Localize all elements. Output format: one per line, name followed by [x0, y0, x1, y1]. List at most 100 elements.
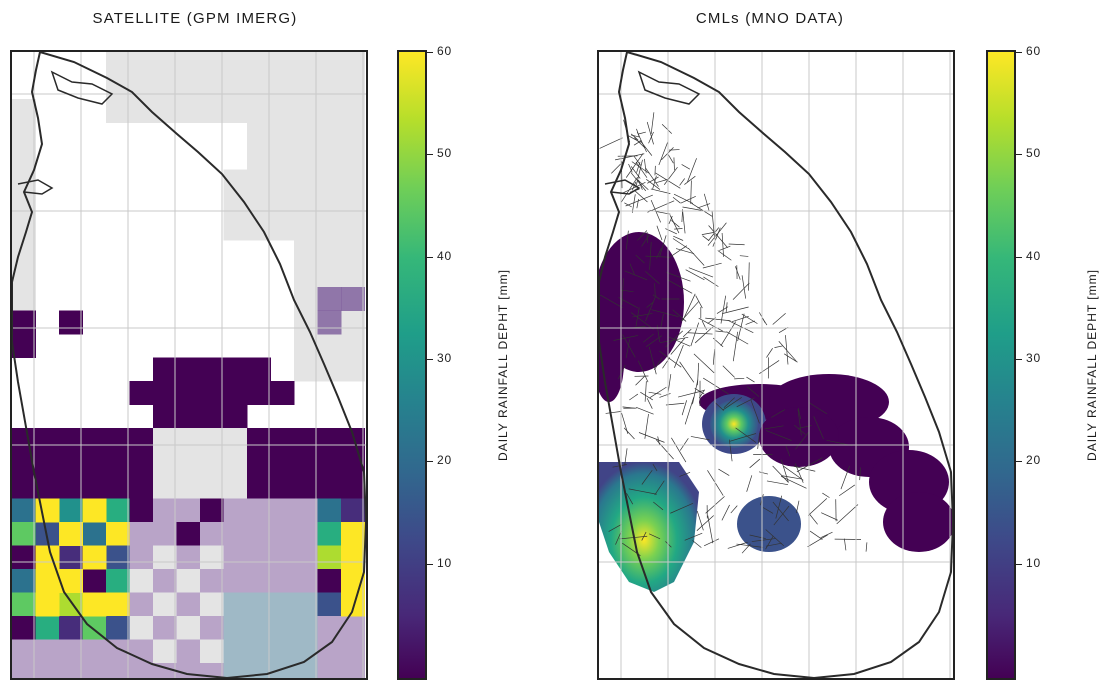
tick-mark [1016, 461, 1022, 463]
rainfall-cell [317, 240, 342, 264]
rainfall-cell [317, 193, 342, 217]
colorbar-tick: 40 [1016, 249, 1056, 263]
rainfall-cell [341, 52, 365, 76]
rainfall-cell [247, 122, 271, 147]
cml-link [732, 282, 750, 300]
rainfall-cell [317, 263, 342, 288]
cml-link [646, 398, 653, 409]
cml-link [635, 254, 645, 264]
rainfall-cell [106, 475, 130, 499]
cml-link [652, 294, 660, 300]
cml-link [661, 123, 672, 134]
cml-link [649, 241, 652, 270]
cml-link [671, 437, 687, 463]
cml-link [654, 480, 665, 496]
rainfall-cell [317, 216, 342, 241]
rainfall-cell [12, 545, 36, 570]
rainfall-cell [341, 334, 365, 358]
cml-link [712, 349, 715, 365]
rainfall-cell [153, 616, 177, 640]
cml-rain-hotspot [710, 400, 758, 448]
rainfall-cell [341, 616, 365, 640]
rainfall-cell [247, 75, 271, 100]
cml-link [836, 504, 859, 525]
rainfall-cell [223, 52, 248, 76]
rainfall-cell [341, 498, 365, 523]
cml-map-svg [599, 52, 953, 678]
cml-link [629, 263, 635, 275]
rainfall-cell [270, 52, 295, 76]
cml-link [644, 381, 647, 402]
cml-rainfall-map[interactable] [597, 50, 955, 680]
cml-link [766, 348, 773, 358]
cml-link [649, 386, 667, 398]
cml-link [685, 269, 705, 281]
cml-link [648, 391, 662, 395]
rainfall-cell [82, 545, 107, 570]
cml-link [765, 535, 774, 550]
rainfall-cell [294, 75, 318, 100]
cml-link [775, 495, 783, 519]
cml-link [618, 297, 639, 309]
rainfall-cell [317, 498, 342, 523]
mannar-spit [604, 179, 641, 195]
cml-link [672, 238, 689, 250]
rainfall-cell [153, 99, 177, 123]
rainfall-cell [59, 545, 83, 570]
rainfall-cell [317, 75, 342, 100]
rainfall-cell [59, 428, 83, 452]
cml-link [694, 326, 714, 344]
rainfall-cell [129, 569, 154, 593]
rainfall-cell [12, 240, 36, 264]
rainfall-cell [223, 616, 248, 640]
rainfall-cell [12, 428, 36, 452]
rainfall-cell [270, 99, 295, 123]
cml-link [672, 196, 681, 204]
satellite-colorbar-label: DAILY RAINFALL DEPHT [mm] [496, 269, 510, 461]
map-gridlines-cml [599, 52, 953, 678]
satellite-rainfall-map[interactable] [10, 50, 368, 680]
cml-link [735, 427, 757, 443]
tick-label: 10 [1026, 555, 1041, 570]
rainfall-cell [247, 52, 271, 76]
rainfall-cell [247, 569, 271, 593]
cml-link [673, 157, 675, 171]
cml-link [692, 540, 702, 548]
cml-link [691, 202, 713, 217]
rainfall-cell [223, 428, 248, 452]
rainfall-cell [129, 52, 154, 76]
rainfall-cell [176, 99, 201, 123]
cml-link [667, 154, 674, 164]
cml-link [741, 275, 747, 299]
rainfall-cell [247, 428, 271, 452]
cml-link [635, 159, 643, 188]
rainfall-cell [247, 545, 271, 570]
cml-link [628, 163, 633, 173]
rainfall-cell [176, 545, 201, 570]
cml-link [748, 262, 750, 291]
cml-link [696, 510, 704, 531]
cml-rain-field [737, 496, 801, 552]
rainfall-cell [59, 663, 83, 678]
cml-link [665, 228, 678, 235]
cml-link [793, 465, 816, 472]
cml-link [781, 475, 801, 480]
rainfall-cell [59, 639, 83, 664]
cml-link [785, 335, 789, 365]
cml-link [679, 178, 685, 186]
cml-link [637, 131, 646, 135]
rainfall-cell [341, 310, 365, 335]
cml-link [708, 225, 728, 248]
jaffna-lagoon [637, 70, 701, 105]
cml-link [678, 390, 705, 398]
tick-label: 20 [1026, 453, 1041, 468]
cml-link [625, 153, 644, 178]
rainfall-cell [247, 381, 271, 405]
rainfall-cell [294, 569, 318, 593]
rainfall-cell [294, 52, 318, 76]
rainfall-cell [35, 428, 60, 452]
colorbar-tick: 50 [427, 146, 467, 160]
rainfall-cell [176, 498, 201, 523]
rainfall-cell [12, 99, 36, 123]
cml-link [797, 409, 802, 436]
